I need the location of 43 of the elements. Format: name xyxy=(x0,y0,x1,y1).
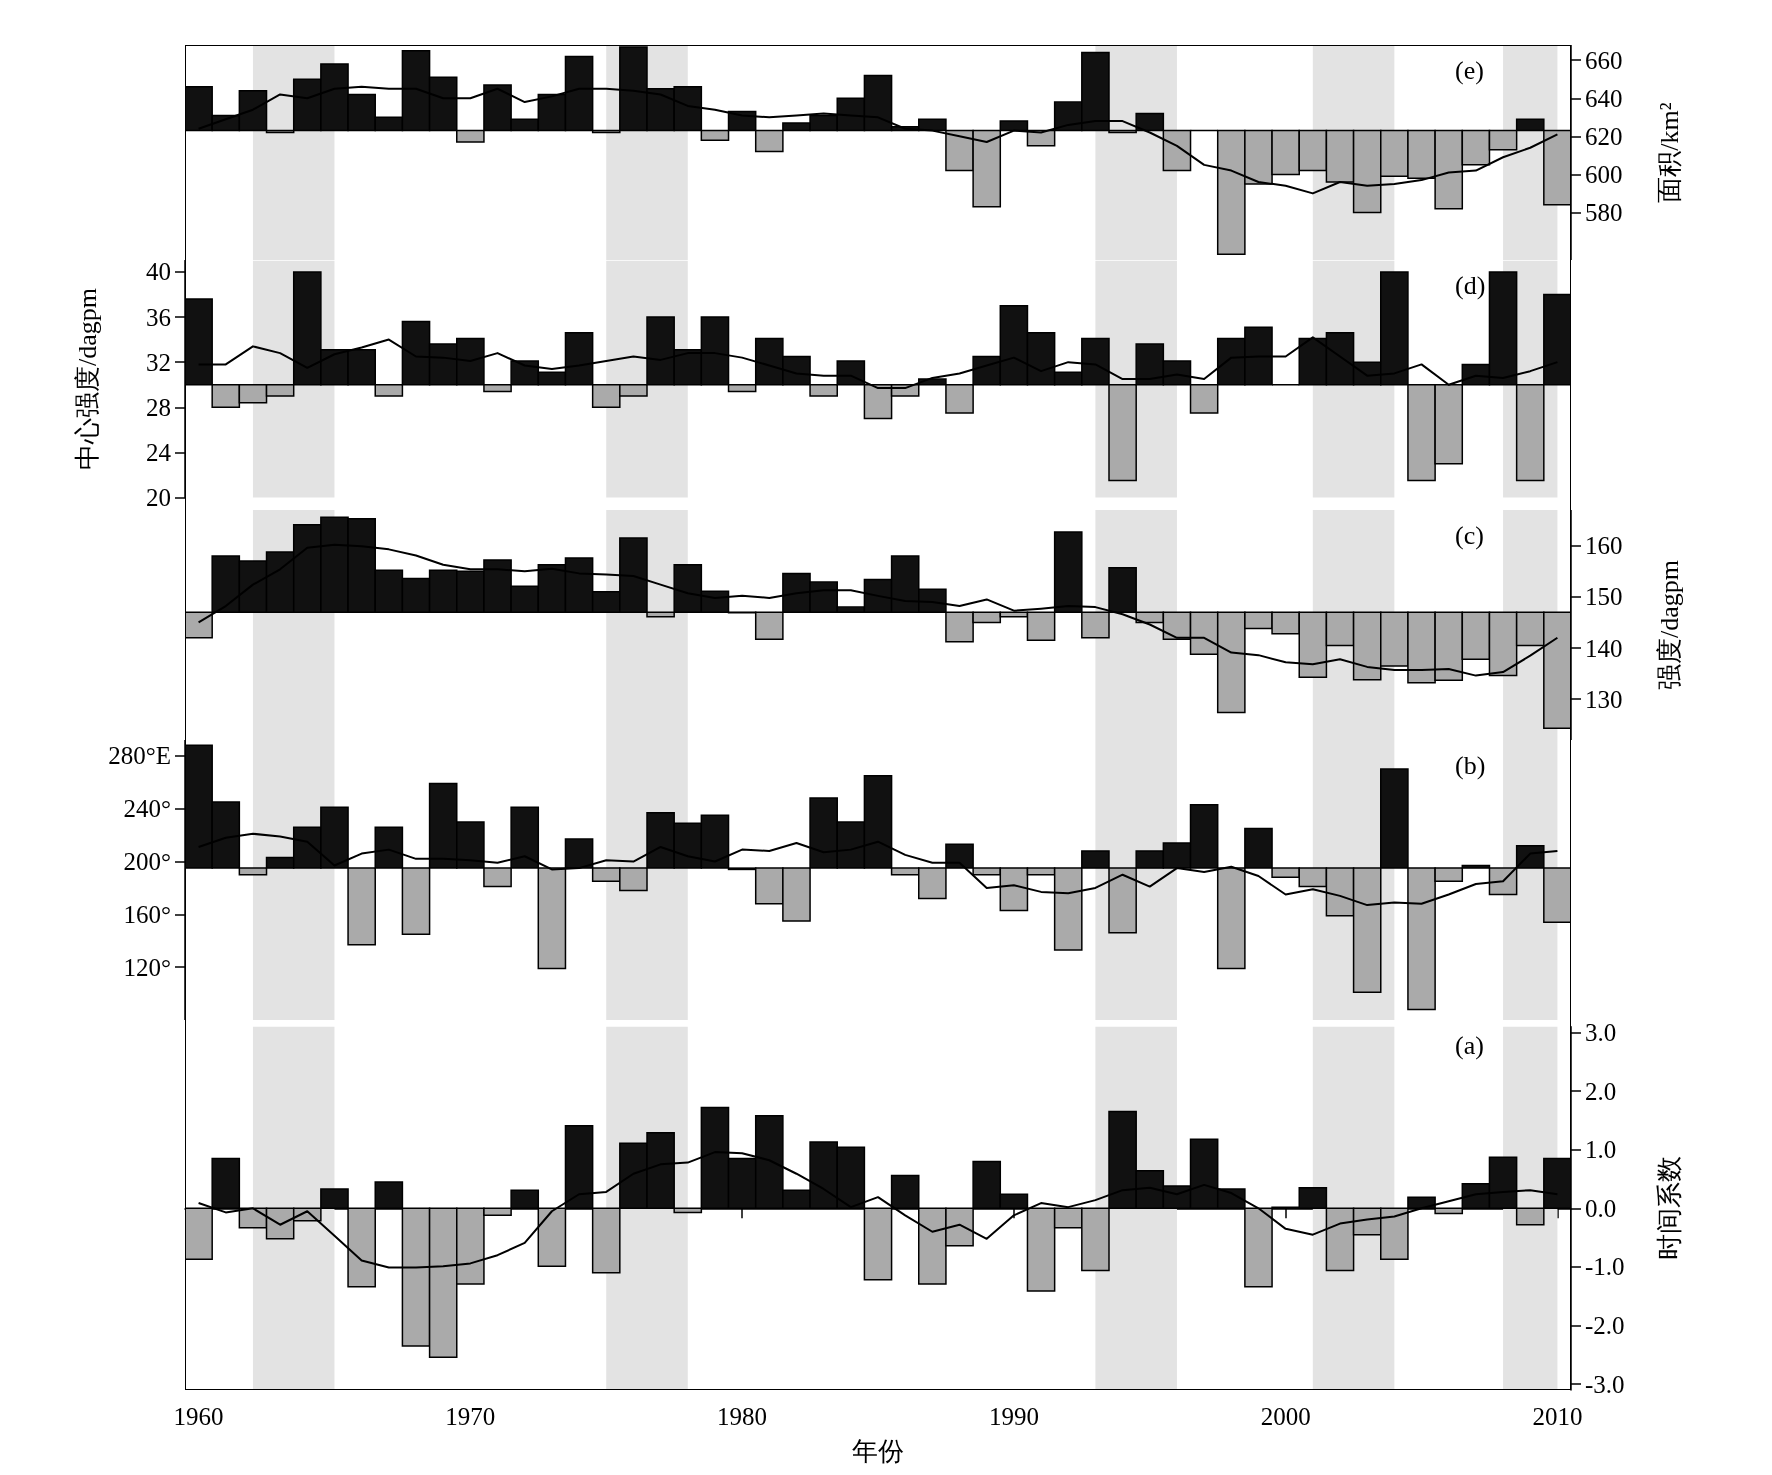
y2-tick-label: 150 xyxy=(1585,583,1623,611)
y2-axis-title: 时间系数 xyxy=(1654,1156,1684,1261)
y2-tick-label: -1.0 xyxy=(1585,1253,1625,1281)
annotation: (d) xyxy=(1455,270,1486,300)
y-tick-label: 240° xyxy=(123,795,171,823)
x-axis-title: 年份 xyxy=(852,1436,904,1466)
y-tick-label: 160° xyxy=(123,900,171,928)
y2-tick-label: 660 xyxy=(1585,46,1623,74)
y-tick-label: 32 xyxy=(146,348,171,376)
y2-tick-label: 600 xyxy=(1585,160,1623,188)
y-tick-label: 28 xyxy=(146,393,171,421)
y2-tick-label: 130 xyxy=(1585,685,1623,713)
y-tick-label: 40 xyxy=(146,258,171,286)
y2-tick-label: 2.0 xyxy=(1585,1077,1617,1105)
annotation: (e) xyxy=(1455,55,1484,85)
y2-tick-label: 3.0 xyxy=(1585,1019,1617,1046)
x-tick-label: 2000 xyxy=(1260,1403,1311,1430)
y-tick-label: 280°E xyxy=(108,742,171,770)
x-tick-label: 2010 xyxy=(1532,1403,1583,1430)
y2-tick-label: 160 xyxy=(1585,532,1623,560)
y-tick-label: 24 xyxy=(146,438,172,466)
y2-tick-label: -2.0 xyxy=(1585,1312,1625,1340)
y2-tick-label: 0.0 xyxy=(1585,1194,1617,1222)
y2-tick-label: 620 xyxy=(1585,122,1623,150)
y-axis-title: 中心强度/dagpm xyxy=(72,288,102,471)
y-tick-label: 200° xyxy=(123,848,171,876)
y2-tick-label: 580 xyxy=(1585,198,1623,226)
y-tick-label: 120° xyxy=(123,953,171,981)
y2-tick-label: -3.0 xyxy=(1585,1370,1625,1398)
y2-tick-label: 1.0 xyxy=(1585,1136,1617,1164)
y-tick-label: 20 xyxy=(146,484,171,511)
annotation: (a) xyxy=(1455,1030,1484,1060)
x-tick-label: 1970 xyxy=(445,1403,496,1430)
x-tick-label: 1980 xyxy=(717,1403,768,1430)
x-tick-label: 1960 xyxy=(173,1403,224,1430)
y2-tick-label: 140 xyxy=(1585,634,1623,662)
y2-axis-title: 面积/km² xyxy=(1654,102,1684,203)
annotation: (b) xyxy=(1455,750,1486,780)
x-tick-label: 1990 xyxy=(988,1403,1039,1430)
y2-axis-title: 强度/dagpm xyxy=(1654,560,1684,690)
y2-tick-label: 640 xyxy=(1585,84,1623,112)
y-tick-label: 36 xyxy=(146,303,171,331)
annotation: (c) xyxy=(1455,520,1484,550)
